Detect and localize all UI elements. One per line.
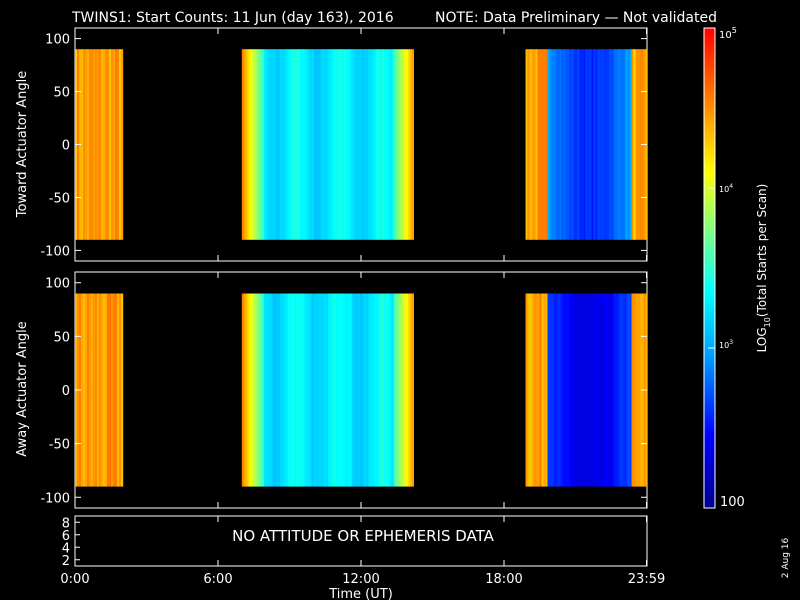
heatmap-away (75, 293, 648, 487)
ephemeris-tick-label-3: 2 (62, 554, 70, 569)
colorbar-ticks (708, 187, 715, 349)
x-tick-label-4: 23:59 (628, 572, 665, 587)
x-axis: 0:00 6:00 12:00 18:00 23:59 (60, 28, 665, 587)
plot-title: TWINS1: Start Counts: 11 Jun (day 163), … (71, 10, 394, 26)
x-axis-label: Time (UT) (328, 587, 393, 600)
panel-toward: 100 50 0 -50 -100 Toward Actuator Angle (15, 27, 648, 262)
y-tick-label-1-0: 100 (45, 277, 70, 292)
colorbar-tick-2: 104 (719, 183, 733, 194)
y-tick-label-0-4: -100 (40, 244, 70, 259)
heatmap-block-away-2 (241, 293, 414, 487)
ephemeris-tick-label-1: 6 (62, 529, 70, 544)
date-stamp: 2 Aug 16 (781, 537, 791, 578)
x-tick-label-1: 6:00 (203, 572, 232, 587)
heatmap-toward (75, 49, 648, 240)
ephemeris-tick-label-0: 8 (62, 516, 70, 531)
y-tick-label-1-4: -100 (40, 491, 70, 506)
colorbar: 105 104 103 100 LOG10(Total Starts per S… (703, 26, 772, 510)
y-tick-label-0-1: 50 (53, 86, 70, 101)
ephemeris-message: NO ATTITUDE OR EPHEMERIS DATA (232, 527, 495, 545)
heatmap-block-away-3 (525, 293, 648, 487)
panel-away: 100 50 0 -50 -100 Away Actuator Angle (15, 271, 648, 509)
colorbar-tick-bottom: 100 (720, 495, 745, 510)
x-tick-label-3: 18:00 (485, 572, 522, 587)
colorbar-label: LOG10(Total Starts per Scan) (755, 184, 772, 353)
colorbar-tick-3: 103 (719, 339, 733, 350)
y-tick-label-0-0: 100 (45, 33, 70, 48)
y-axis-label-away: Away Actuator Angle (15, 321, 30, 456)
heatmap-block-toward-2 (241, 49, 414, 240)
heatmap-block-toward-1 (75, 49, 124, 240)
heatmap-block-toward-3 (525, 49, 648, 240)
y-axis-label-toward: Toward Actuator Angle (15, 71, 30, 218)
y-tick-label-1-1: 50 (53, 330, 70, 345)
y-ticks-toward: 100 50 0 -50 -100 (40, 33, 647, 259)
y-tick-label-0-3: -50 (49, 191, 70, 206)
colorbar-gradient (704, 28, 715, 508)
colorbar-tick-top: 105 (719, 26, 737, 41)
x-tick-label-0: 0:00 (60, 572, 89, 587)
y-tick-label-1-2: 0 (62, 384, 70, 399)
y-ticks-away: 100 50 0 -50 -100 (40, 277, 647, 506)
y-tick-label-0-2: 0 (62, 139, 70, 154)
x-tick-label-2: 12:00 (342, 572, 379, 587)
data-note: NOTE: Data Preliminary — Not validated (435, 10, 717, 26)
y-tick-label-1-3: -50 (49, 438, 70, 453)
heatmap-block-away-1 (75, 293, 124, 487)
ephemeris-tick-label-2: 4 (62, 541, 70, 556)
